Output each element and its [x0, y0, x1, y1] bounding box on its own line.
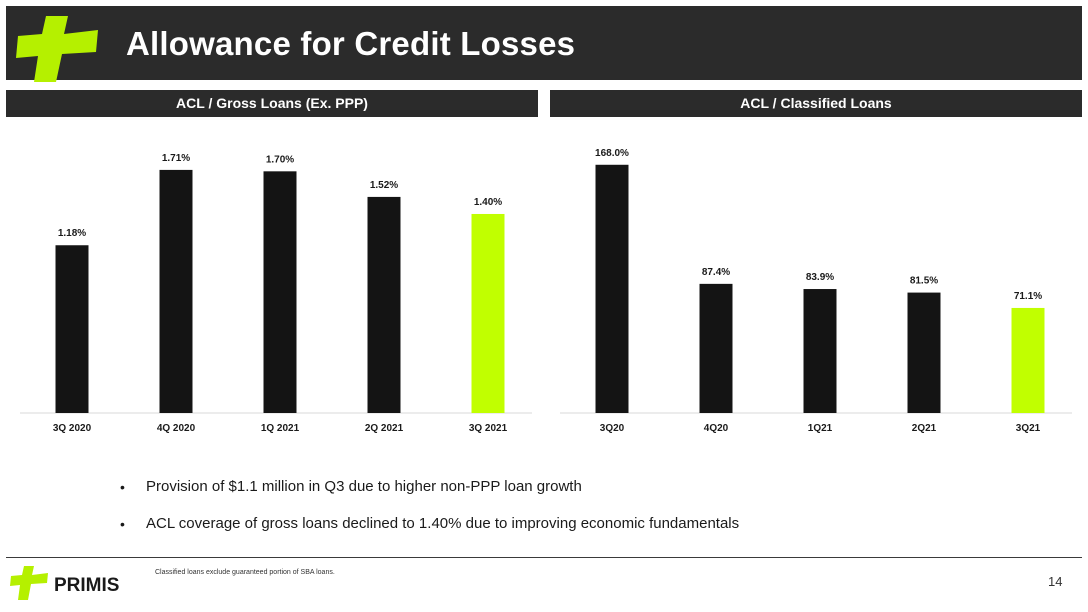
primis-plus-logo-icon: [16, 16, 98, 82]
bar-0-1: [159, 169, 193, 413]
bar-0-3: [367, 196, 401, 413]
bullet-text: ACL coverage of gross loans declined to …: [146, 515, 740, 532]
data-label-0-1: 1.71%: [162, 153, 190, 164]
data-label-0-2: 1.70%: [266, 154, 294, 165]
tick-label-0-1: 4Q 2020: [157, 423, 196, 434]
bar-0-4: [471, 213, 505, 413]
bullet-text: Provision of $1.1 million in Q3 due to h…: [146, 478, 582, 495]
chart-title-acl-classified-loans: ACL / Classified Loans: [550, 90, 1082, 117]
page-title: Allowance for Credit Losses: [126, 25, 576, 62]
data-label-1-1: 87.4%: [702, 267, 730, 278]
page-number: 14: [1048, 574, 1063, 589]
header-bar: Allowance for Credit Losses: [6, 6, 1082, 82]
data-label-0-0: 1.18%: [58, 228, 86, 239]
bullet-item: • Provision of $1.1 million in Q3 due to…: [120, 478, 1020, 515]
footnote: Classified loans exclude guaranteed port…: [155, 569, 335, 576]
chart-acl-gross-loans: 1.18% 3Q 2020 1.71% 4Q 2020 1.70% 1Q 2021 1.52…: [20, 130, 540, 440]
tick-label-0-2: 1Q 2021: [261, 423, 300, 434]
primis-logo: PRIMIS: [10, 566, 119, 600]
bullet-dot-icon: •: [120, 516, 125, 532]
chart-acl-gross-loans-svg: 1.18% 3Q 2020 1.71% 4Q 2020 1.70% 1Q 2021 1.52…: [20, 153, 532, 434]
chart-acl-classified-loans: 168.0% 3Q20 87.4% 4Q20 83.9% 1Q21 81.5% 2Q21 71.…: [560, 130, 1080, 440]
data-label-1-2: 83.9%: [806, 272, 834, 283]
data-label-0-3: 1.52%: [370, 180, 398, 191]
tick-label-1-4: 3Q21: [1016, 423, 1041, 434]
bar-0-2: [263, 171, 297, 413]
tick-label-1-2: 1Q21: [808, 423, 833, 434]
tick-label-0-0: 3Q 2020: [53, 423, 92, 434]
footer-divider: [6, 557, 1082, 558]
chart-title-acl-gross-loans: ACL / Gross Loans (Ex. PPP): [6, 90, 538, 117]
tick-label-0-4: 3Q 2021: [469, 423, 508, 434]
data-label-1-4: 71.1%: [1014, 291, 1042, 302]
bar-1-0: [595, 164, 629, 413]
bar-1-1: [699, 283, 733, 413]
primis-plus-small-icon: [10, 566, 48, 600]
data-label-1-0: 168.0%: [595, 148, 629, 159]
tick-label-1-0: 3Q20: [600, 423, 625, 434]
bullet-list: • Provision of $1.1 million in Q3 due to…: [120, 478, 1020, 552]
tick-label-1-1: 4Q20: [704, 423, 729, 434]
chart-acl-classified-loans-svg: 168.0% 3Q20 87.4% 4Q20 83.9% 1Q21 81.5% 2Q21 71.…: [560, 148, 1072, 434]
data-label-1-3: 81.5%: [910, 276, 938, 287]
data-label-0-4: 1.40%: [474, 197, 502, 208]
bullet-item: • ACL coverage of gross loans declined t…: [120, 515, 1020, 552]
tick-label-1-3: 2Q21: [912, 423, 937, 434]
bar-1-2: [803, 289, 837, 413]
tick-label-0-3: 2Q 2021: [365, 423, 404, 434]
bar-0-0: [55, 245, 89, 413]
footer-brand: PRIMIS: [54, 575, 119, 596]
bar-1-3: [907, 292, 941, 413]
bar-1-4: [1011, 307, 1045, 413]
bullet-dot-icon: •: [120, 479, 125, 495]
